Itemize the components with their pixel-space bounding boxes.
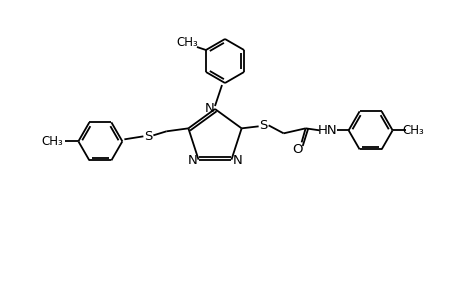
Text: N: N [232, 154, 242, 167]
Text: O: O [292, 143, 302, 156]
Text: N: N [205, 101, 214, 115]
Text: CH₃: CH₃ [402, 124, 424, 137]
Text: CH₃: CH₃ [176, 35, 197, 49]
Text: HN: HN [317, 124, 337, 137]
Text: S: S [259, 119, 267, 132]
Text: S: S [144, 130, 152, 143]
Text: N: N [187, 154, 197, 167]
Text: CH₃: CH₃ [41, 135, 63, 148]
